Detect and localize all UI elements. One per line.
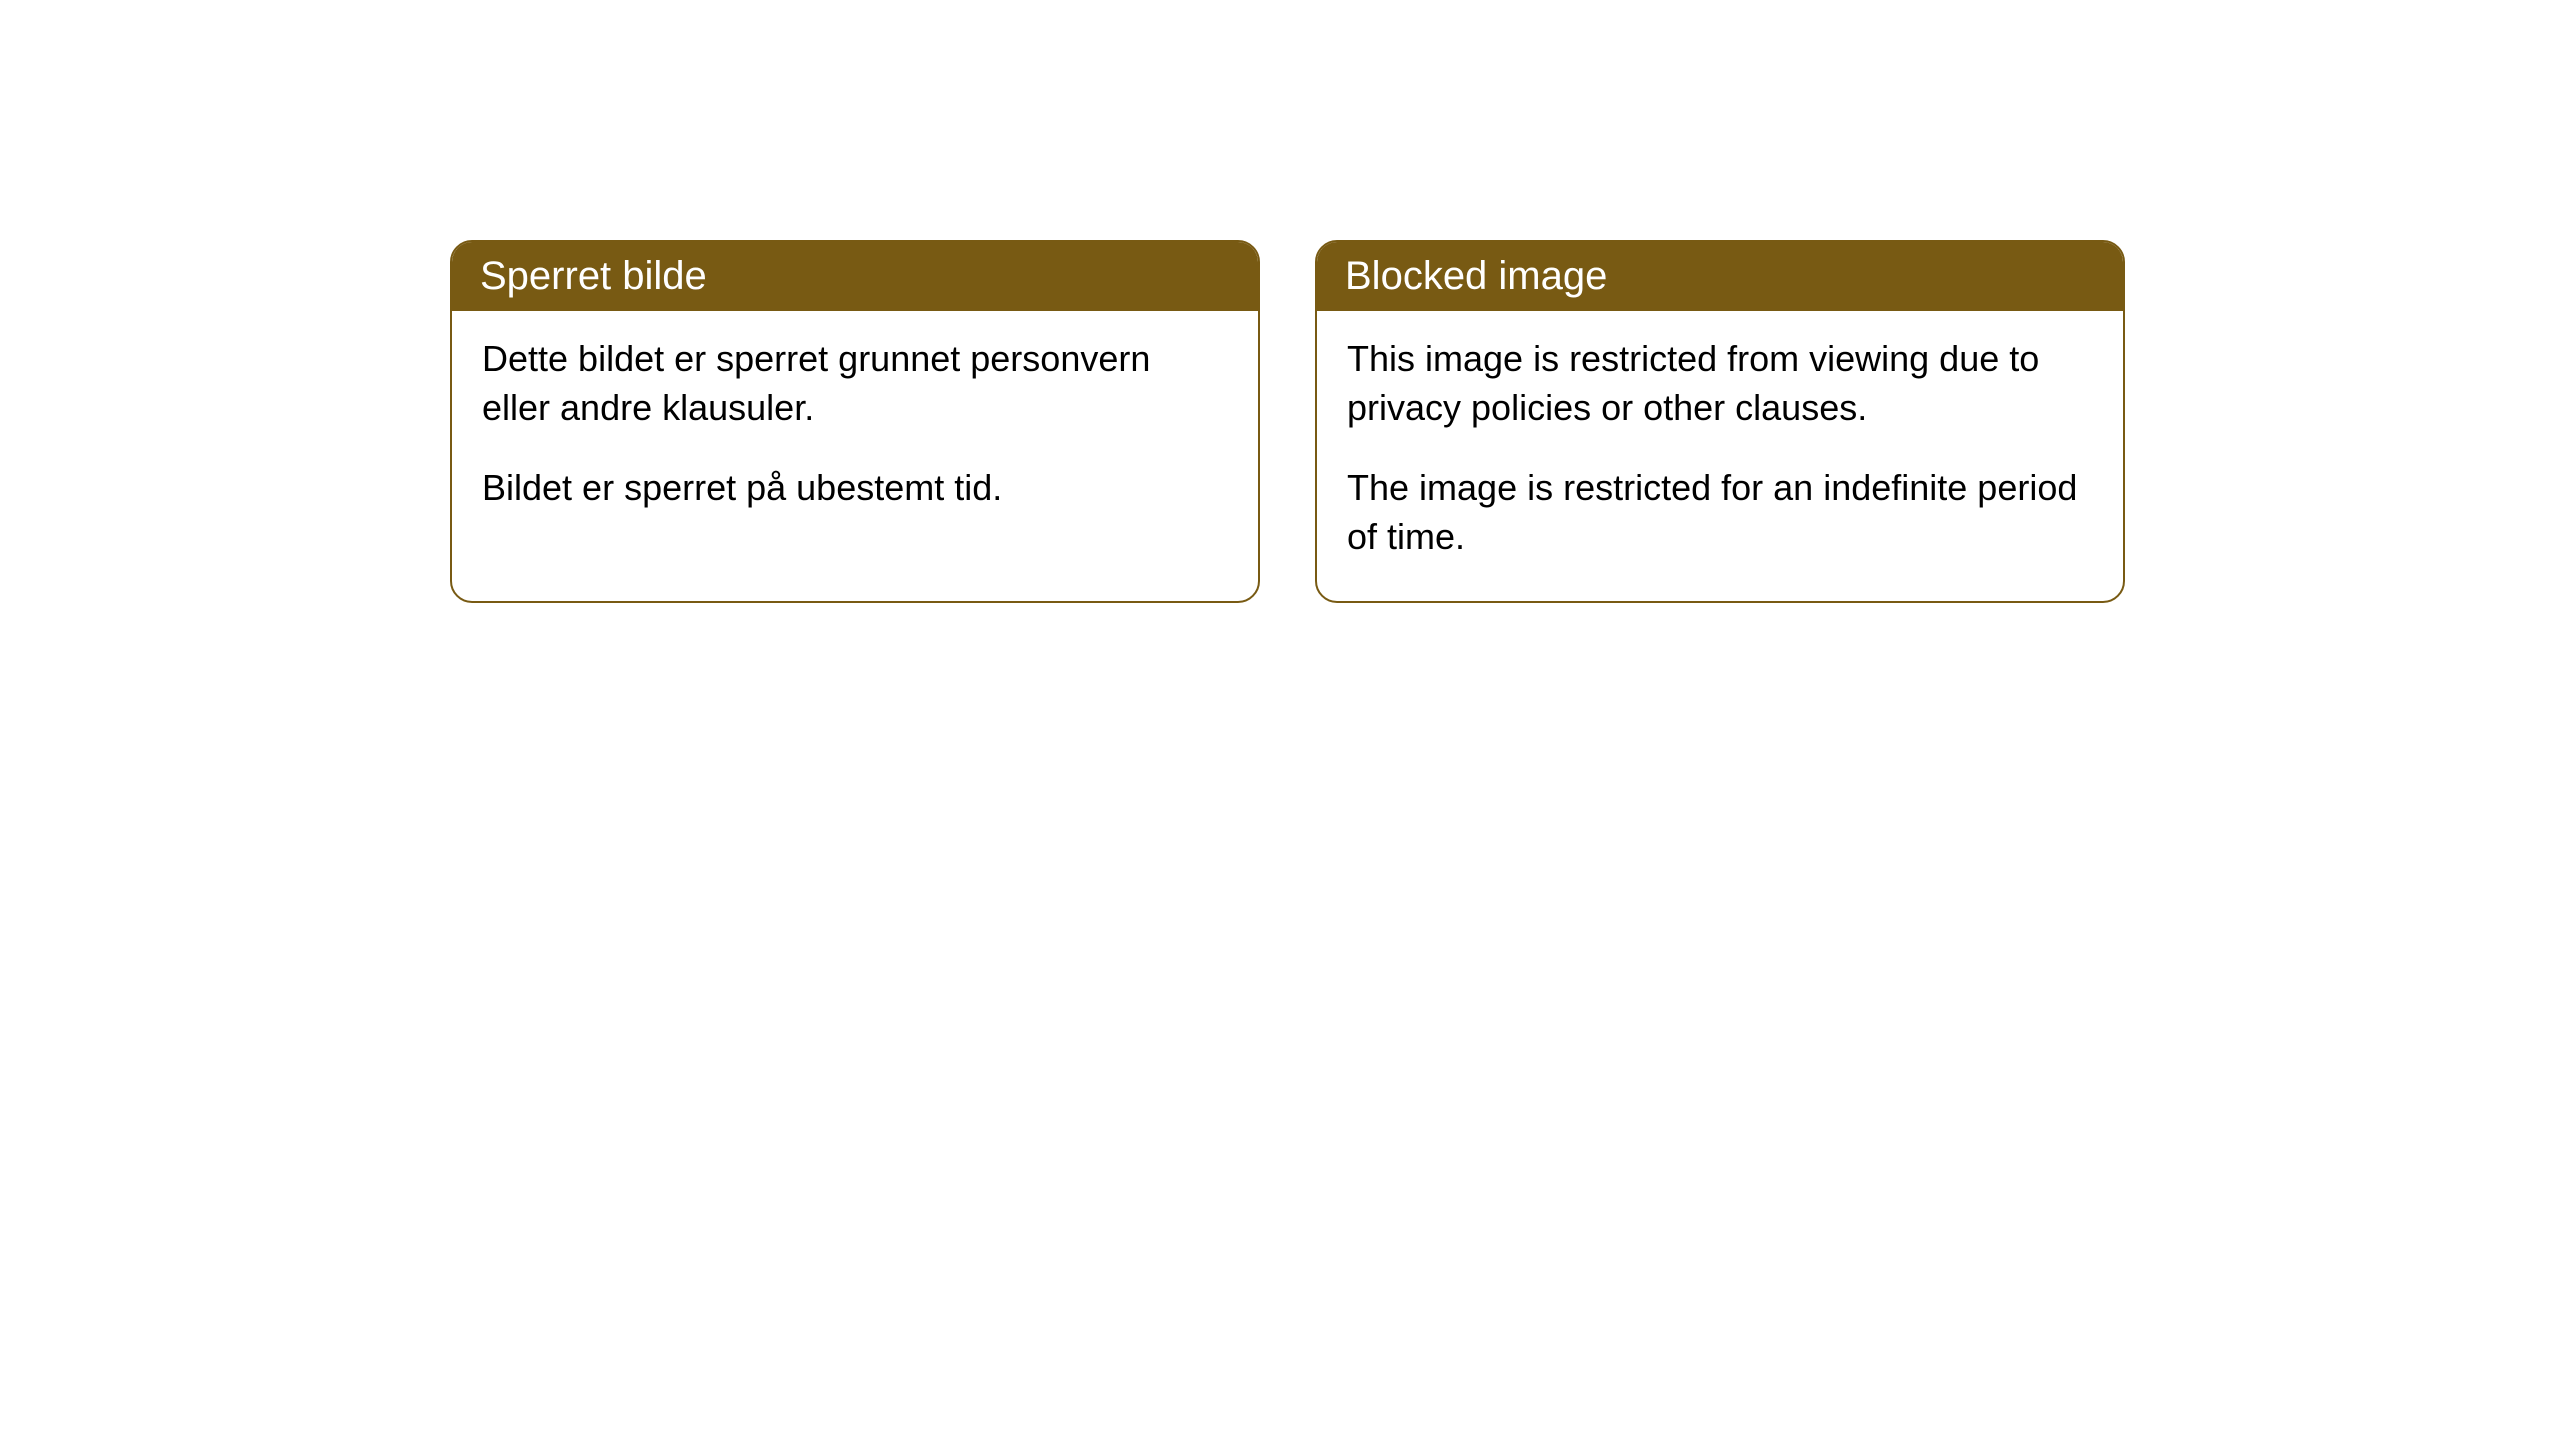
card-paragraph-1: This image is restricted from viewing du… — [1347, 335, 2093, 432]
blocked-image-card-norwegian: Sperret bilde Dette bildet er sperret gr… — [450, 240, 1260, 603]
card-paragraph-2: The image is restricted for an indefinit… — [1347, 464, 2093, 561]
card-body-english: This image is restricted from viewing du… — [1317, 311, 2123, 601]
card-paragraph-2: Bildet er sperret på ubestemt tid. — [482, 464, 1228, 513]
notice-cards-container: Sperret bilde Dette bildet er sperret gr… — [450, 240, 2125, 603]
card-paragraph-1: Dette bildet er sperret grunnet personve… — [482, 335, 1228, 432]
blocked-image-card-english: Blocked image This image is restricted f… — [1315, 240, 2125, 603]
card-header-english: Blocked image — [1317, 242, 2123, 311]
card-header-norwegian: Sperret bilde — [452, 242, 1258, 311]
card-title: Blocked image — [1345, 254, 1607, 298]
card-body-norwegian: Dette bildet er sperret grunnet personve… — [452, 311, 1258, 553]
card-title: Sperret bilde — [480, 254, 707, 298]
